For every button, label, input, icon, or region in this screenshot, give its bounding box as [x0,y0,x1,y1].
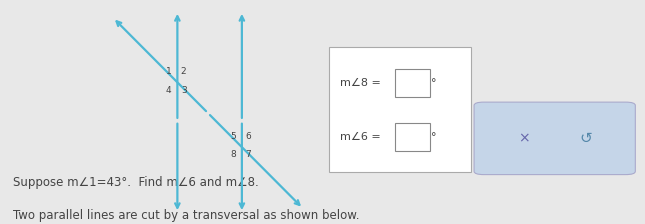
FancyBboxPatch shape [395,69,430,97]
Text: 3: 3 [181,86,186,95]
FancyBboxPatch shape [474,102,635,174]
FancyBboxPatch shape [395,123,430,151]
Text: ×: × [518,131,530,145]
Text: Two parallel lines are cut by a transversal as shown below.: Two parallel lines are cut by a transver… [13,209,359,222]
Text: m∠8 =: m∠8 = [340,78,384,88]
Text: m∠6 =: m∠6 = [340,132,384,142]
Text: 4: 4 [166,86,172,95]
Text: 6: 6 [245,132,251,141]
Text: 2: 2 [181,67,186,76]
Text: 5: 5 [230,132,236,141]
Text: °: ° [431,78,437,88]
Text: °: ° [431,132,437,142]
Text: Suppose m∠1=43°.  Find m∠6 and m∠8.: Suppose m∠1=43°. Find m∠6 and m∠8. [13,176,259,189]
Text: 1: 1 [166,67,172,76]
FancyBboxPatch shape [329,47,471,172]
Text: 7: 7 [245,150,251,159]
Text: 8: 8 [230,150,236,159]
Text: ↺: ↺ [580,131,592,146]
